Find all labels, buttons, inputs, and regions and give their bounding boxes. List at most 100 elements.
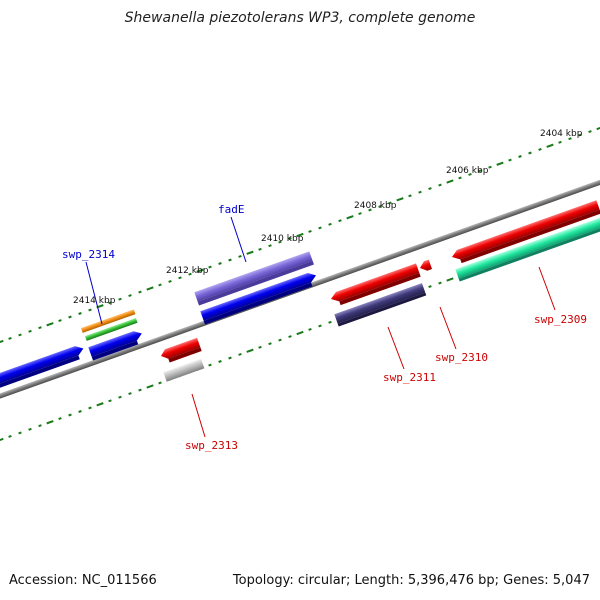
scale-minor-tick — [138, 388, 142, 392]
gene-label-swp2314[interactable]: swp_2314 — [62, 248, 115, 261]
scale-minor-tick — [458, 176, 462, 180]
scale-minor-tick — [88, 406, 92, 410]
scale-minor-tick — [208, 265, 212, 269]
scale-minor-tick — [518, 155, 522, 158]
scale-minor-tick — [168, 279, 172, 283]
gene-label-swp2313[interactable]: swp_2313 — [185, 439, 238, 452]
scale-minor-tick — [408, 194, 412, 198]
scale-minor-tick — [268, 244, 272, 248]
scale-major-tick — [246, 250, 254, 255]
scale-major-tick — [296, 330, 304, 336]
scale-minor-tick — [318, 324, 322, 328]
scale-major-tick — [246, 348, 254, 353]
scale-major-tick — [196, 268, 204, 273]
scale-minor-tick — [18, 333, 22, 337]
scale-minor-tick — [378, 205, 382, 208]
feature-swp2309-teal[interactable] — [455, 215, 600, 282]
scale-label-2414: 2414 kbp — [73, 296, 116, 306]
scale-minor-tick — [328, 320, 332, 324]
scale-major-tick — [546, 143, 554, 148]
scale-major-tick — [96, 402, 104, 407]
gene-label-swp2311[interactable]: swp_2311 — [383, 371, 436, 384]
scale-minor-tick — [108, 301, 112, 305]
feature-green[interactable] — [84, 318, 138, 341]
scale-label-2408: 2408 kbp — [354, 201, 397, 211]
scale-minor-tick — [208, 363, 212, 367]
scale-minor-tick — [78, 312, 82, 315]
scale-minor-tick — [258, 247, 262, 251]
gene-feature-swp2310[interactable] — [418, 259, 433, 273]
scale-minor-tick — [178, 276, 182, 280]
scale-minor-tick — [428, 285, 432, 289]
scale-minor-tick — [128, 294, 132, 298]
scale-major-tick — [46, 420, 54, 425]
scale-minor-tick — [588, 130, 592, 134]
leader-fadE — [230, 216, 247, 263]
scale-minor-tick — [8, 434, 12, 438]
gene-feature-swp2309[interactable] — [450, 200, 600, 265]
scale-minor-tick — [528, 151, 532, 155]
scale-minor-tick — [108, 399, 112, 403]
scale-minor-tick — [278, 338, 282, 342]
scale-label-2404: 2404 kbp — [540, 129, 583, 139]
gene-label-fadE[interactable]: fadE — [218, 203, 245, 216]
feature-fadE-purple[interactable] — [194, 251, 314, 306]
scale-label-2406: 2406 kbp — [446, 166, 489, 176]
scale-minor-tick — [28, 427, 32, 431]
scale-major-tick — [146, 286, 154, 291]
scale-minor-tick — [578, 133, 582, 137]
scale-minor-tick — [188, 272, 192, 276]
scale-label-2410: 2410 kbp — [261, 234, 304, 244]
scale-label-2412: 2412 kbp — [166, 266, 209, 276]
scale-minor-tick — [88, 308, 92, 312]
scale-minor-tick — [28, 329, 32, 333]
scale-minor-tick — [78, 410, 82, 413]
gene-feature-swp2314[interactable] — [88, 329, 145, 361]
topology-summary: Topology: circular; Length: 5,396,476 bp… — [232, 573, 590, 588]
scale-minor-tick — [68, 315, 72, 319]
leader-swp2309 — [538, 266, 556, 311]
gene-label-swp2309[interactable]: swp_2309 — [534, 313, 587, 326]
scale-major-tick — [0, 339, 4, 345]
scale-minor-tick — [308, 327, 312, 331]
scale-major-tick — [146, 384, 154, 389]
gene-feature-swp2313[interactable] — [159, 337, 202, 365]
leader-swp2314 — [85, 261, 103, 325]
scale-minor-tick — [288, 335, 292, 339]
scale-minor-tick — [438, 183, 442, 187]
scale-minor-tick — [418, 190, 422, 194]
leader-swp2313 — [191, 393, 206, 438]
scale-minor-tick — [488, 165, 492, 169]
scale-minor-tick — [18, 431, 22, 435]
gene-feature-fadE[interactable] — [200, 271, 319, 325]
scale-minor-tick — [478, 169, 482, 173]
scale-major-tick — [46, 322, 54, 327]
scale-minor-tick — [238, 352, 242, 356]
scale-major-tick — [446, 277, 454, 282]
accession-text: Accession: NC_011566 — [9, 573, 157, 588]
scale-minor-tick — [288, 237, 292, 241]
scale-minor-tick — [358, 212, 362, 216]
scale-minor-tick — [38, 424, 42, 428]
feature-swp2313-gray[interactable] — [163, 358, 205, 382]
scale-minor-tick — [468, 172, 472, 176]
scale-major-tick — [0, 437, 4, 443]
feature-swp2311-dark[interactable] — [334, 283, 427, 327]
scale-minor-tick — [268, 342, 272, 346]
gene-label-swp2310[interactable]: swp_2310 — [435, 351, 488, 364]
scale-minor-tick — [38, 326, 42, 330]
scale-minor-tick — [368, 208, 372, 212]
scale-minor-tick — [338, 219, 342, 223]
feature-orange[interactable] — [80, 309, 136, 333]
scale-major-tick — [496, 161, 504, 166]
scale-minor-tick — [58, 417, 62, 421]
scale-minor-tick — [228, 258, 232, 262]
gene-feature-left-blue[interactable] — [0, 344, 86, 390]
outer-scale-dots — [0, 125, 600, 345]
scale-minor-tick — [438, 281, 442, 285]
scale-minor-tick — [328, 222, 332, 226]
scale-minor-tick — [308, 229, 312, 233]
scale-minor-tick — [128, 392, 132, 396]
scale-minor-tick — [238, 254, 242, 258]
gene-feature-swp2311[interactable] — [329, 263, 421, 307]
